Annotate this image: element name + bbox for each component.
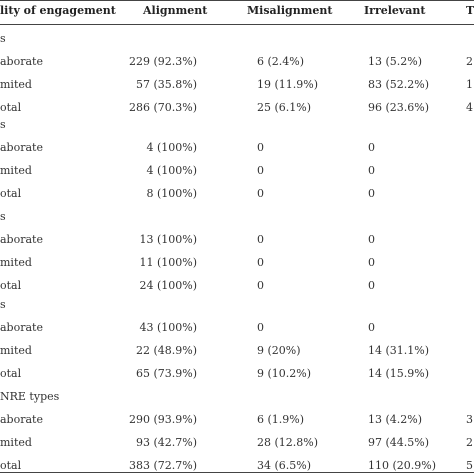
- row-label: aborate: [0, 141, 43, 154]
- row-label: mited: [0, 78, 32, 91]
- header-total: T: [466, 4, 474, 17]
- cell-misalignment: 0: [257, 233, 264, 246]
- cell-irrelevant: 13 (5.2%): [368, 55, 423, 68]
- cell-total: 2: [466, 436, 473, 449]
- row-label: otal: [0, 459, 22, 472]
- cell-misalignment: 34 (6.5%): [257, 459, 312, 472]
- cell-misalignment: 0: [257, 256, 264, 269]
- cell-alignment: 22 (48.9%): [135, 344, 197, 357]
- row-label: otal: [0, 367, 22, 380]
- row-label: otal: [0, 279, 22, 292]
- header-misalignment: Misalignment: [247, 4, 333, 17]
- cell-irrelevant: 0: [368, 321, 375, 334]
- row-label: otal: [0, 187, 22, 200]
- cell-misalignment: 6 (1.9%): [257, 413, 305, 426]
- row-label: mited: [0, 164, 32, 177]
- cell-irrelevant: 0: [368, 233, 375, 246]
- cell-irrelevant: 97 (44.5%): [368, 436, 430, 449]
- cell-misalignment: 28 (12.8%): [257, 436, 319, 449]
- header-irrelevant: Irrelevant: [364, 4, 426, 17]
- cell-alignment: 65 (73.9%): [135, 367, 197, 380]
- cell-misalignment: 0: [257, 187, 264, 200]
- cell-misalignment: 6 (2.4%): [257, 55, 305, 68]
- cell-irrelevant: 0: [368, 141, 375, 154]
- cell-alignment: 24 (100%): [139, 279, 197, 292]
- cell-alignment: 383 (72.7%): [128, 459, 197, 472]
- cell-irrelevant: 83 (52.2%): [368, 78, 430, 91]
- cell-irrelevant: 0: [368, 164, 375, 177]
- cell-alignment: 93 (42.7%): [135, 436, 197, 449]
- cell-total: 4: [466, 101, 473, 114]
- group-label: NRE types: [0, 390, 60, 403]
- group-label: s: [0, 32, 6, 45]
- row-label: mited: [0, 436, 32, 449]
- cell-total: 2: [466, 55, 473, 68]
- cell-alignment: 286 (70.3%): [128, 101, 197, 114]
- cell-alignment: 13 (100%): [139, 233, 197, 246]
- cell-alignment: 4 (100%): [146, 164, 197, 177]
- row-label: aborate: [0, 55, 43, 68]
- row-label: mited: [0, 344, 32, 357]
- row-label: aborate: [0, 413, 43, 426]
- cell-irrelevant: 96 (23.6%): [368, 101, 430, 114]
- header-alignment: Alignment: [143, 4, 208, 17]
- row-label: otal: [0, 101, 22, 114]
- cell-alignment: 57 (35.8%): [135, 78, 197, 91]
- cell-irrelevant: 0: [368, 279, 375, 292]
- cell-alignment: 11 (100%): [139, 256, 197, 269]
- cell-irrelevant: 14 (15.9%): [368, 367, 430, 380]
- cell-misalignment: 25 (6.1%): [257, 101, 312, 114]
- header-rule: [0, 24, 474, 25]
- cell-misalignment: 0: [257, 164, 264, 177]
- header-quality: lity of engagement: [0, 4, 116, 17]
- cell-alignment: 290 (93.9%): [128, 413, 197, 426]
- cell-alignment: 4 (100%): [146, 141, 197, 154]
- cell-total: 1: [466, 78, 473, 91]
- cell-irrelevant: 0: [368, 187, 375, 200]
- cell-misalignment: 0: [257, 321, 264, 334]
- cell-misalignment: 19 (11.9%): [257, 78, 319, 91]
- cell-total: 3: [466, 413, 473, 426]
- bottom-rule: [0, 472, 474, 473]
- cell-irrelevant: 13 (4.2%): [368, 413, 423, 426]
- cell-misalignment: 9 (10.2%): [257, 367, 312, 380]
- row-label: mited: [0, 256, 32, 269]
- group-label: s: [0, 118, 6, 131]
- cell-irrelevant: 14 (31.1%): [368, 344, 430, 357]
- cell-alignment: 229 (92.3%): [128, 55, 197, 68]
- cell-irrelevant: 0: [368, 256, 375, 269]
- cell-alignment: 43 (100%): [139, 321, 197, 334]
- cell-alignment: 8 (100%): [146, 187, 197, 200]
- group-label: s: [0, 298, 6, 311]
- cell-total: 5: [466, 459, 473, 472]
- top-rule: [0, 0, 474, 1]
- group-label: s: [0, 210, 6, 223]
- cell-misalignment: 9 (20%): [257, 344, 301, 357]
- row-label: aborate: [0, 321, 43, 334]
- cell-misalignment: 0: [257, 141, 264, 154]
- cell-misalignment: 0: [257, 279, 264, 292]
- cell-irrelevant: 110 (20.9%): [368, 459, 437, 472]
- row-label: aborate: [0, 233, 43, 246]
